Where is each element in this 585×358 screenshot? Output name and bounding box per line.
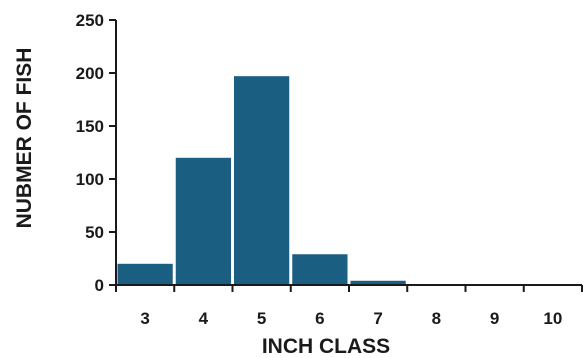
bar-5 xyxy=(234,76,290,286)
bar-4 xyxy=(175,157,231,285)
x-tick-label-9: 9 xyxy=(490,309,499,328)
x-tick-label-4: 4 xyxy=(199,309,209,328)
y-tick-labels: 0 50 100 150 200 250 xyxy=(76,11,104,295)
bar-7 xyxy=(350,280,406,285)
bar-6 xyxy=(292,254,348,285)
x-tick-label-5: 5 xyxy=(257,309,266,328)
y-tick-label-50: 50 xyxy=(85,223,104,242)
x-tick-label-10: 10 xyxy=(543,309,562,328)
y-tick-label-200: 200 xyxy=(76,64,104,83)
y-axis-title: NUBMER OF FISH xyxy=(13,48,36,229)
y-tick-label-150: 150 xyxy=(76,117,104,136)
y-tick-label-100: 100 xyxy=(76,170,104,189)
x-tick-label-6: 6 xyxy=(315,309,324,328)
axes-group xyxy=(109,19,583,292)
y-tick-label-250: 250 xyxy=(76,11,104,30)
bars-group xyxy=(117,76,406,286)
y-tick-label-0: 0 xyxy=(95,276,104,295)
x-axis-title: INCH CLASS xyxy=(262,335,390,358)
x-tick-labels: 3 4 5 6 7 8 9 10 xyxy=(140,309,562,328)
bar-3 xyxy=(117,263,173,285)
x-tick-label-7: 7 xyxy=(373,309,382,328)
x-tick-label-3: 3 xyxy=(140,309,149,328)
x-tick-label-8: 8 xyxy=(432,309,441,328)
